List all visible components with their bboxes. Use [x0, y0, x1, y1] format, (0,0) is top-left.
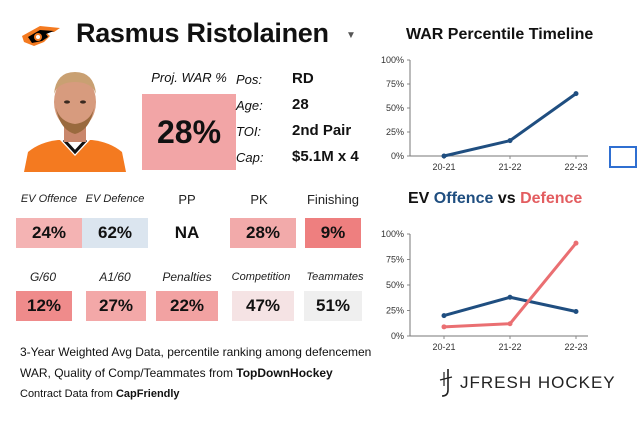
pp-label: PP	[178, 192, 196, 207]
pos-label: Pos:	[236, 72, 263, 87]
x-tick-label: 21-22	[498, 342, 521, 352]
caret-down-icon[interactable]: ▼	[346, 30, 356, 41]
series-line-1	[443, 92, 577, 158]
y-tick-label: 0%	[391, 331, 404, 341]
jfresh-logo-icon	[439, 369, 453, 397]
a160-label: A1/60	[99, 270, 131, 284]
chart2-title-part-3: vs	[493, 190, 521, 207]
note-contract-source-prefix: Contract Data from	[20, 388, 116, 400]
ev-defence-value: 62%	[82, 218, 148, 248]
ev-offence-defence-chart: 0% 25% 50% 75% 100% 20-21 21-22 22-23	[381, 229, 588, 352]
ev-offence-value: 24%	[16, 218, 82, 248]
chart-title-war-timeline: WAR Percentile Timeline	[406, 26, 594, 43]
proj-war-value: 28%	[142, 94, 236, 170]
age-label: Age:	[236, 98, 263, 113]
competition-label: Competition	[231, 271, 291, 283]
y-tick-label: 75%	[386, 79, 404, 89]
y-tick-label: 50%	[386, 103, 404, 113]
x-tick-label: 22-23	[564, 342, 587, 352]
x-tick-label: 22-23	[564, 162, 587, 172]
y-tick-label: 50%	[386, 280, 404, 290]
teammates-value: 51%	[304, 291, 362, 321]
player-photo	[20, 64, 130, 172]
brand-text: JFRESH HOCKEY	[460, 373, 616, 392]
data-point	[441, 153, 447, 159]
note-methodology: 3-Year Weighted Avg Data, percentile ran…	[20, 345, 372, 359]
competition-value: 47%	[232, 291, 294, 321]
data-point	[573, 91, 579, 97]
age-value: 28	[292, 96, 309, 113]
flyers-logo	[22, 26, 60, 46]
ev-offence-label: EV Offence	[20, 193, 78, 205]
pk-value: 28%	[230, 218, 296, 248]
capfriendly-link: CapFriendly	[115, 388, 180, 400]
cell-selection-box[interactable]	[609, 146, 637, 168]
pos-value: RD	[292, 70, 314, 87]
x-tick-label: 20-21	[432, 342, 455, 352]
chart2-title-defence: Defence	[520, 190, 583, 207]
note-war-source: WAR, Quality of Comp/Teammates from TopD…	[20, 366, 333, 380]
data-point	[507, 321, 513, 327]
x-tick-label: 20-21	[432, 162, 455, 172]
data-point	[573, 309, 579, 315]
chart-title-ev-offence-defence: EV Offence vs Defence	[408, 190, 582, 208]
x-tick-label: 21-22	[498, 162, 521, 172]
note-contract-source: Contract Data from CapFriendly	[20, 388, 180, 400]
topdownhockey-link: TopDownHockey	[236, 366, 333, 380]
y-tick-label: 75%	[386, 255, 404, 265]
a160-value: 27%	[86, 291, 146, 321]
series-line-1	[443, 295, 577, 318]
series-line-2	[443, 242, 578, 329]
finishing-label: Finishing	[306, 192, 360, 207]
chart2-title-offence: Offence	[433, 190, 494, 207]
penalties-label: Penalties	[162, 270, 212, 284]
war-timeline-chart: 0% 25% 50% 75% 100% 20-21 21-22 22-23	[381, 55, 588, 172]
toi-value: 2nd Pair	[292, 122, 352, 139]
data-point	[441, 324, 447, 330]
data-point	[507, 294, 513, 300]
g60-value: 12%	[16, 291, 72, 321]
data-point	[573, 240, 579, 246]
finishing-value: 9%	[305, 218, 361, 248]
pp-value: NA	[154, 218, 220, 248]
cap-label: Cap:	[236, 150, 264, 165]
ev-defence-label: EV Defence	[85, 193, 145, 205]
chart2-title-part-1: EV	[408, 190, 434, 207]
pk-label: PK	[250, 192, 268, 207]
note-war-source-prefix: WAR, Quality of Comp/Teammates from	[20, 366, 237, 380]
y-tick-label: 25%	[386, 306, 404, 316]
brand: JFRESH HOCKEY	[438, 368, 616, 398]
proj-war-label: Proj. WAR %	[151, 70, 227, 85]
y-tick-label: 100%	[381, 229, 404, 239]
y-tick-label: 0%	[391, 151, 404, 161]
player-name: Rasmus Ristolainen	[76, 18, 329, 48]
penalties-value: 22%	[156, 291, 218, 321]
cap-value: $5.1M x 4	[292, 148, 359, 165]
data-point	[507, 138, 513, 144]
y-tick-label: 100%	[381, 55, 404, 65]
teammates-label: Teammates	[306, 271, 364, 283]
toi-label: TOI:	[236, 124, 262, 139]
g60-label: G/60	[29, 270, 56, 284]
y-tick-label: 25%	[386, 127, 404, 137]
data-point	[441, 313, 447, 319]
